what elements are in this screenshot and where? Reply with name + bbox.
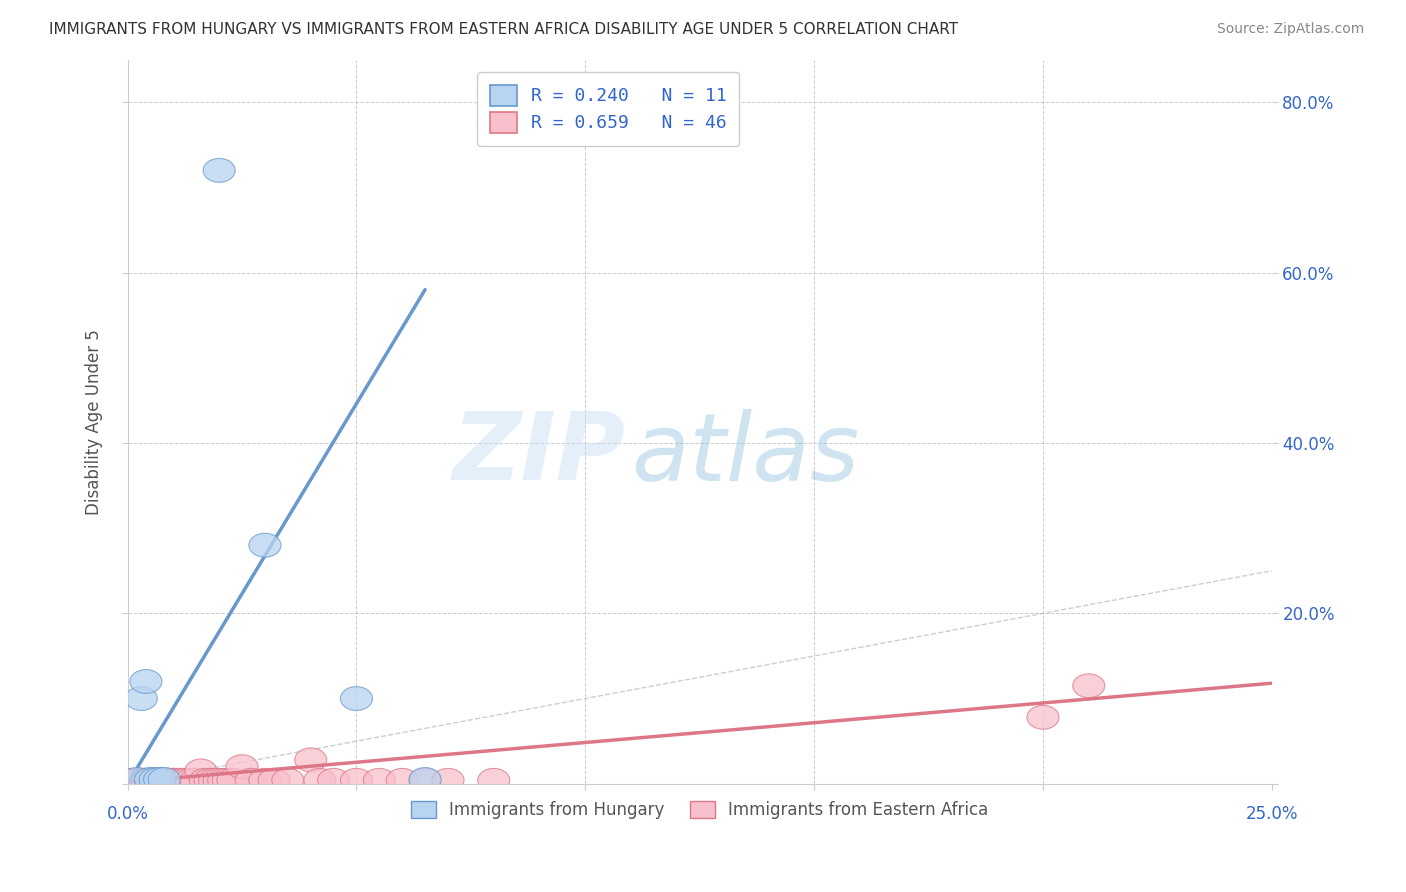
Ellipse shape bbox=[125, 687, 157, 710]
Ellipse shape bbox=[157, 768, 190, 792]
Ellipse shape bbox=[143, 767, 176, 791]
Ellipse shape bbox=[148, 768, 180, 792]
Ellipse shape bbox=[148, 768, 180, 792]
Ellipse shape bbox=[249, 768, 281, 792]
Ellipse shape bbox=[176, 768, 208, 792]
Ellipse shape bbox=[387, 768, 418, 792]
Ellipse shape bbox=[148, 767, 180, 791]
Ellipse shape bbox=[135, 767, 166, 791]
Ellipse shape bbox=[340, 768, 373, 792]
Ellipse shape bbox=[190, 768, 221, 792]
Ellipse shape bbox=[166, 768, 198, 792]
Ellipse shape bbox=[409, 768, 441, 792]
Ellipse shape bbox=[212, 768, 245, 792]
Ellipse shape bbox=[139, 768, 172, 792]
Ellipse shape bbox=[1026, 706, 1059, 730]
Ellipse shape bbox=[129, 670, 162, 693]
Text: 0.0%: 0.0% bbox=[107, 805, 149, 823]
Ellipse shape bbox=[184, 759, 217, 783]
Ellipse shape bbox=[363, 768, 395, 792]
Ellipse shape bbox=[271, 768, 304, 792]
Ellipse shape bbox=[135, 768, 166, 792]
Ellipse shape bbox=[125, 768, 157, 792]
Y-axis label: Disability Age Under 5: Disability Age Under 5 bbox=[86, 329, 103, 515]
Ellipse shape bbox=[139, 767, 172, 791]
Ellipse shape bbox=[129, 768, 162, 792]
Ellipse shape bbox=[172, 768, 202, 792]
Legend: Immigrants from Hungary, Immigrants from Eastern Africa: Immigrants from Hungary, Immigrants from… bbox=[405, 795, 995, 826]
Ellipse shape bbox=[198, 768, 231, 792]
Ellipse shape bbox=[217, 768, 249, 792]
Ellipse shape bbox=[162, 768, 194, 792]
Ellipse shape bbox=[202, 768, 235, 792]
Ellipse shape bbox=[129, 768, 162, 792]
Ellipse shape bbox=[226, 755, 259, 779]
Ellipse shape bbox=[125, 768, 157, 792]
Ellipse shape bbox=[340, 687, 373, 710]
Ellipse shape bbox=[304, 768, 336, 792]
Ellipse shape bbox=[208, 768, 240, 792]
Ellipse shape bbox=[249, 533, 281, 558]
Ellipse shape bbox=[143, 768, 176, 792]
Text: 25.0%: 25.0% bbox=[1246, 805, 1298, 823]
Ellipse shape bbox=[143, 768, 176, 792]
Ellipse shape bbox=[235, 768, 267, 792]
Ellipse shape bbox=[202, 159, 235, 182]
Ellipse shape bbox=[432, 768, 464, 792]
Ellipse shape bbox=[259, 768, 290, 792]
Ellipse shape bbox=[478, 768, 510, 792]
Text: ZIP: ZIP bbox=[453, 409, 626, 500]
Ellipse shape bbox=[295, 748, 326, 772]
Ellipse shape bbox=[157, 768, 190, 792]
Ellipse shape bbox=[409, 767, 441, 791]
Ellipse shape bbox=[121, 768, 153, 792]
Ellipse shape bbox=[121, 768, 153, 792]
Ellipse shape bbox=[180, 768, 212, 792]
Ellipse shape bbox=[318, 768, 350, 792]
Text: Source: ZipAtlas.com: Source: ZipAtlas.com bbox=[1216, 22, 1364, 37]
Ellipse shape bbox=[1073, 673, 1105, 698]
Text: IMMIGRANTS FROM HUNGARY VS IMMIGRANTS FROM EASTERN AFRICA DISABILITY AGE UNDER 5: IMMIGRANTS FROM HUNGARY VS IMMIGRANTS FR… bbox=[49, 22, 959, 37]
Ellipse shape bbox=[121, 767, 153, 791]
Ellipse shape bbox=[135, 768, 166, 792]
Ellipse shape bbox=[153, 768, 184, 792]
Ellipse shape bbox=[117, 768, 148, 792]
Ellipse shape bbox=[194, 768, 226, 792]
Text: atlas: atlas bbox=[631, 409, 859, 500]
